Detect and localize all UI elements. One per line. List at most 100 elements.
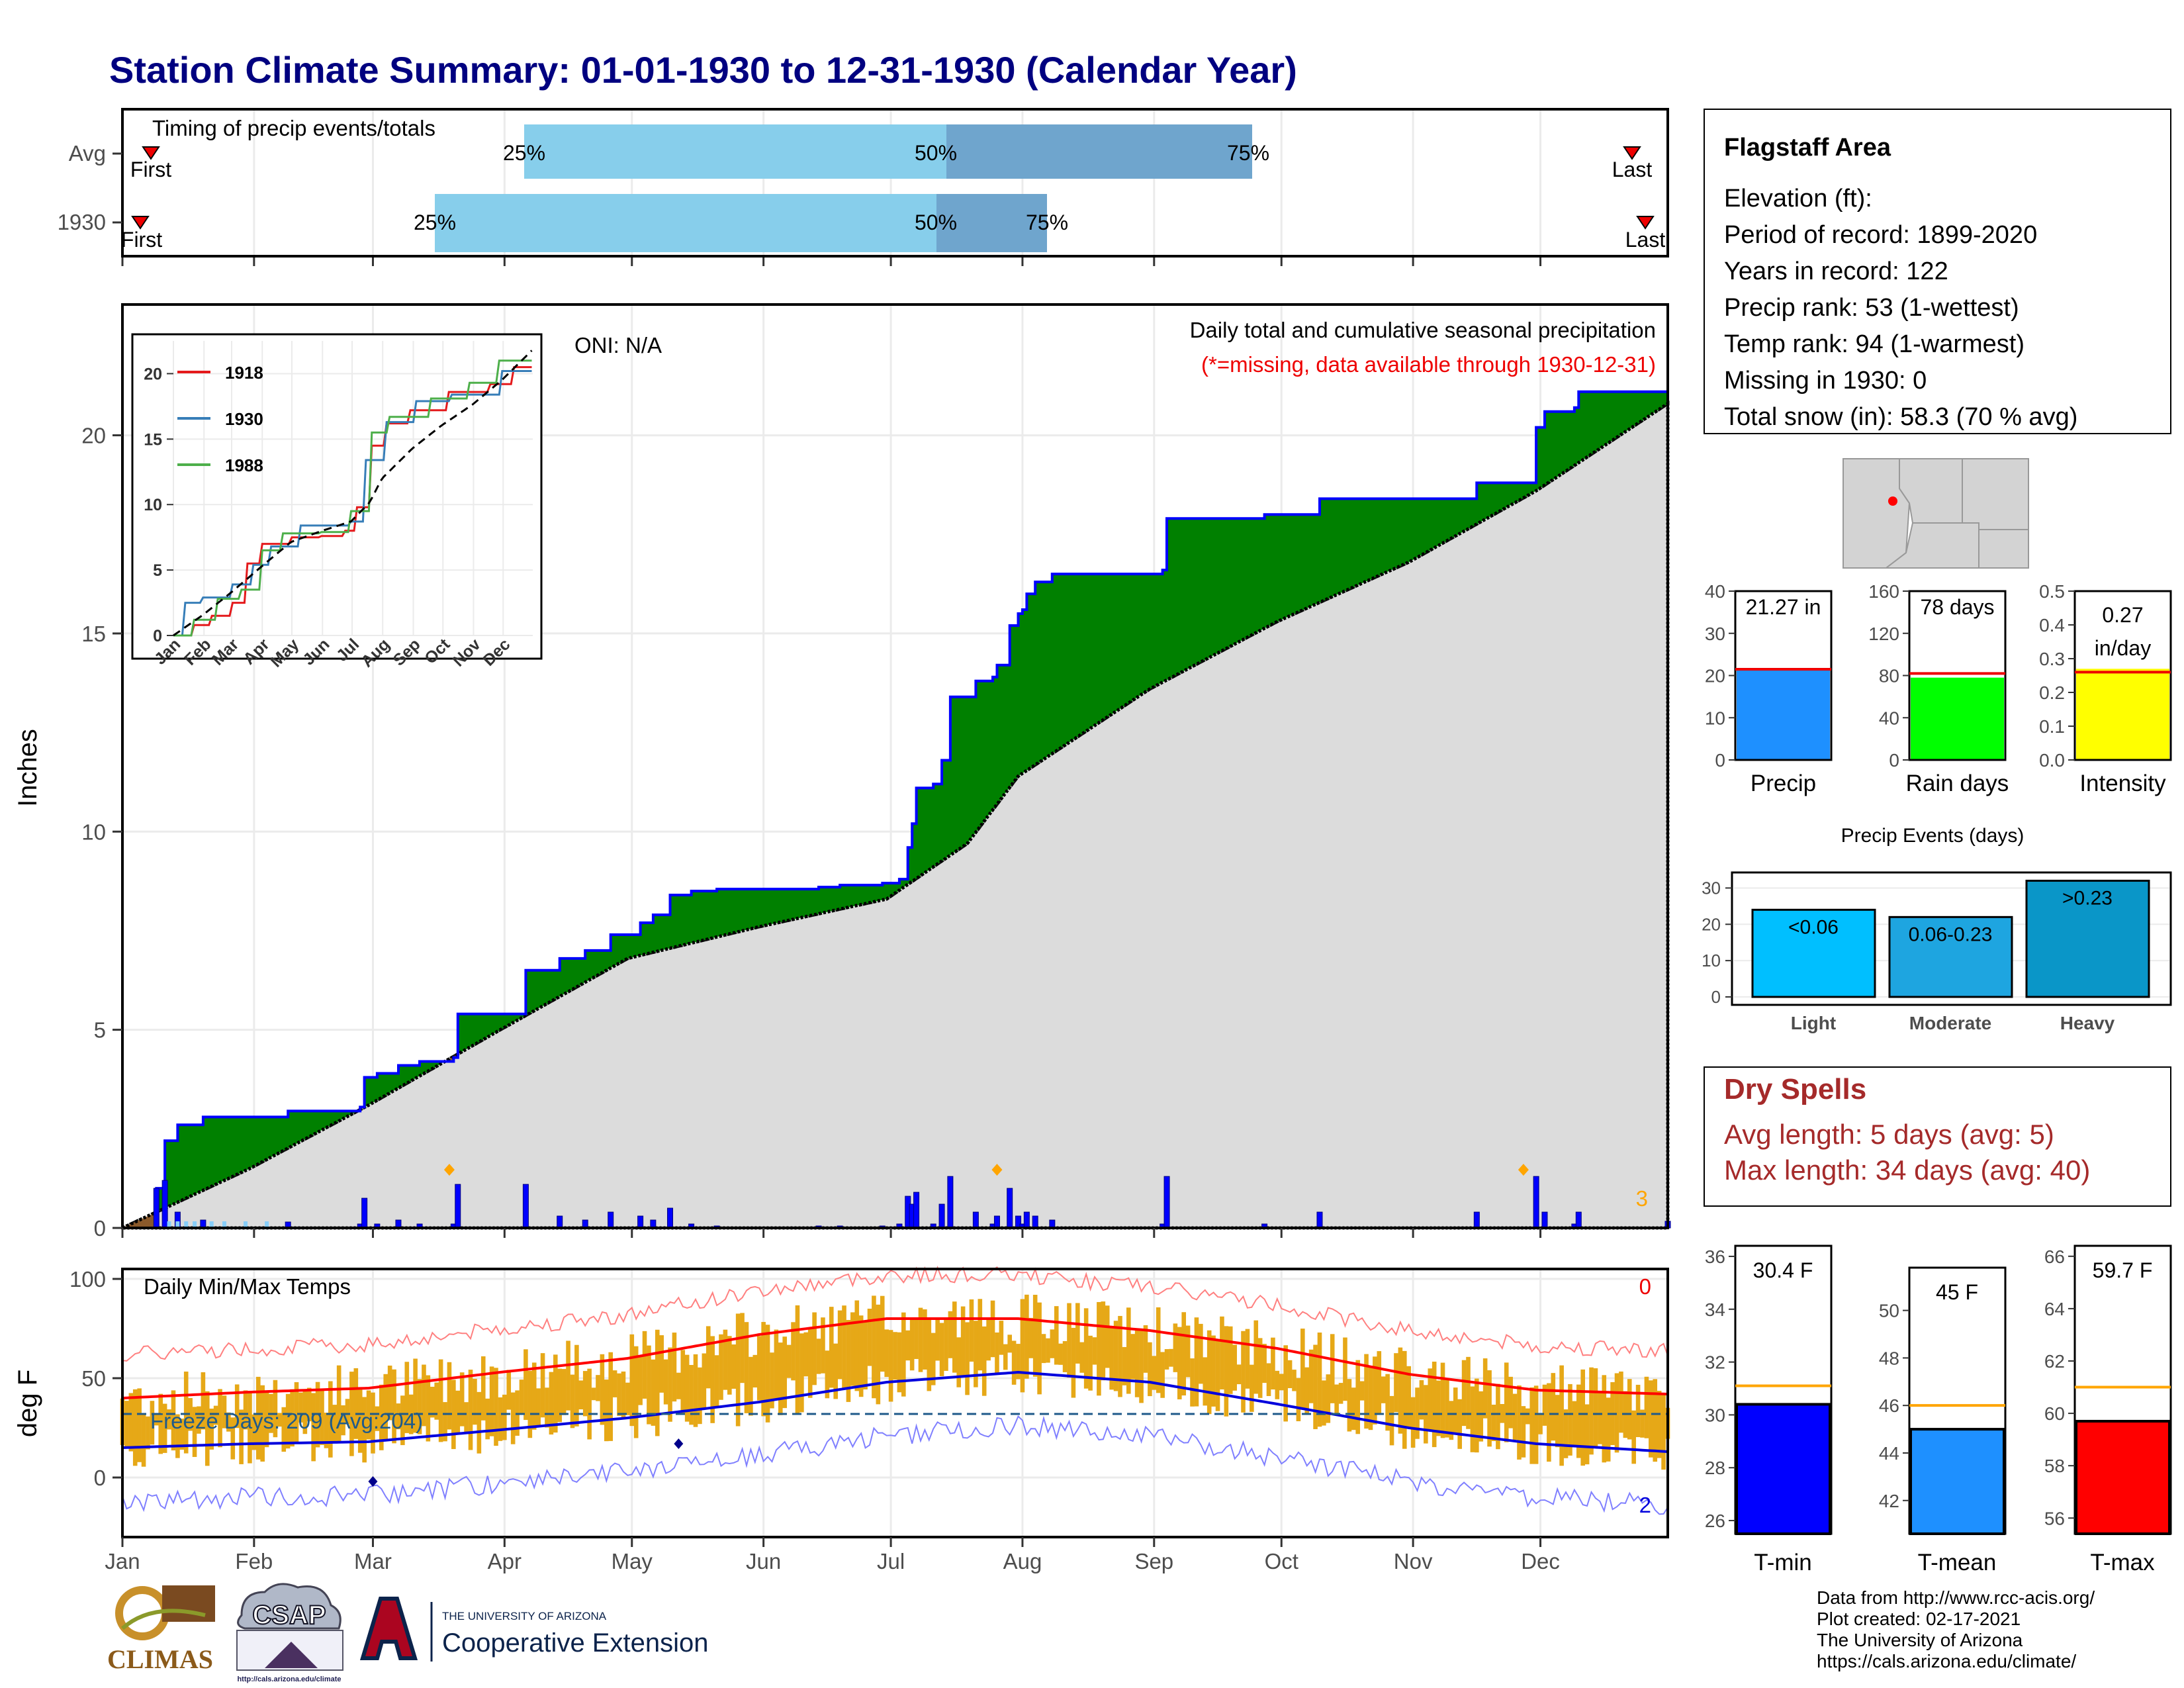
summary-bar-tick: 0.5 — [2039, 581, 2065, 602]
temp-summary-tick: 44 — [1879, 1443, 1899, 1464]
daily-temp-bar — [1547, 1383, 1551, 1462]
daily-temp-bar — [629, 1334, 635, 1427]
daily-temp-bar — [829, 1307, 834, 1388]
daily-temp-bar — [464, 1402, 469, 1434]
daily-temp-bar — [154, 1413, 159, 1426]
daily-temp-bar — [239, 1409, 244, 1464]
dry-spells-avg: Avg length: 5 days (avg: 5) — [1724, 1119, 2054, 1150]
daily-temp-bar — [1644, 1376, 1649, 1438]
daily-temp-bar — [663, 1359, 668, 1405]
daily-temp-bar — [791, 1322, 796, 1381]
daily-temp-bar — [1097, 1301, 1101, 1396]
precip-event-name: Heavy — [2060, 1013, 2115, 1033]
daily-temp-bar — [1308, 1349, 1314, 1403]
daily-temp-bar — [633, 1346, 639, 1438]
daily-temp-bar — [876, 1304, 881, 1405]
daily-temp-bar — [655, 1329, 660, 1436]
temp-summary-tick: 50 — [1879, 1301, 1899, 1321]
daily-temp-bar — [222, 1395, 227, 1429]
daily-temp-bar — [1266, 1363, 1271, 1396]
daily-temp-bar — [459, 1372, 465, 1427]
daily-temp-bar — [1351, 1387, 1356, 1430]
footer-line-2: The University of Arizona — [1817, 1630, 2023, 1650]
daily-temp-bar — [570, 1374, 575, 1429]
daily-temp-bar — [935, 1317, 940, 1361]
daily-temp-bar — [1271, 1337, 1275, 1390]
temp-summary-tick: 46 — [1879, 1395, 1899, 1416]
info-snow: Total snow (in): 58.3 (70 % avg) — [1724, 403, 2077, 431]
daily-temp-bar — [698, 1367, 702, 1425]
daily-temp-bar — [349, 1372, 354, 1456]
daily-temp-bar — [1245, 1329, 1250, 1389]
daily-temp-bar — [561, 1369, 567, 1415]
record-min-line — [122, 1415, 1668, 1515]
daily-temp-bar — [387, 1365, 392, 1421]
daily-temp-bar — [723, 1329, 728, 1390]
daily-temp-bar — [1525, 1408, 1530, 1425]
daily-precip-bar — [913, 1192, 920, 1229]
daily-temp-bar — [1079, 1342, 1085, 1373]
precip-count-label: 3 — [1636, 1186, 1648, 1211]
record-low-marker — [368, 1476, 378, 1487]
daily-temp-bar — [417, 1379, 422, 1434]
daily-precip-bar-light — [175, 1221, 180, 1228]
daily-temp-bar — [981, 1326, 987, 1396]
daily-temp-bar — [1101, 1301, 1106, 1381]
daily-temp-bar — [1058, 1343, 1063, 1365]
daily-temp-bar — [1241, 1331, 1246, 1413]
daily-temp-bar — [375, 1406, 380, 1431]
avg-p25-label: 25% — [503, 141, 545, 165]
annual-summary-bars: 0 10 20 30 40 21.27 in Precip 0 40 80 120 160 78 day… — [1705, 581, 2172, 796]
daily-precip-bar — [1032, 1215, 1038, 1229]
daily-temp-bar — [183, 1371, 189, 1454]
daily-temp-bar — [1635, 1384, 1641, 1438]
locator-map — [1843, 458, 2029, 569]
summary-bar-tick: 40 — [1705, 581, 1725, 602]
summary-bar-value-label: 21.27 in — [1746, 595, 1821, 619]
daily-temp-bar — [1482, 1358, 1488, 1419]
temp-ytick-label: 50 — [81, 1366, 106, 1391]
summary-bar-fill — [1911, 677, 2004, 760]
daily-temp-bar — [578, 1380, 584, 1410]
precip-ytick-label: 20 — [81, 424, 106, 448]
footer: Data from http://www.rcc-acis.org/ Plot … — [1817, 1587, 2095, 1671]
daily-temp-bar — [379, 1384, 384, 1450]
daily-temp-bar — [1317, 1333, 1322, 1427]
daily-temp-bar — [324, 1413, 329, 1448]
inset-average-line — [173, 350, 533, 637]
daily-temp-bar — [1661, 1395, 1666, 1470]
daily-temp-bar — [604, 1380, 609, 1442]
daily-temp-bar — [477, 1391, 482, 1454]
daily-temp-bar — [248, 1392, 252, 1464]
daily-temp-bar — [1032, 1294, 1038, 1377]
daily-temp-bar — [1067, 1303, 1071, 1378]
temp-summary-name: T-mean — [1918, 1550, 1997, 1575]
daily-temp-bar — [396, 1403, 401, 1430]
temp-summary-tick: 34 — [1705, 1299, 1725, 1320]
daily-temp-bar — [1113, 1321, 1118, 1391]
info-missing: Missing in 1930: 0 — [1724, 367, 1927, 395]
precip-markers — [443, 1164, 1529, 1176]
daily-temp-bar — [1046, 1338, 1050, 1363]
daily-temp-bar — [336, 1365, 341, 1442]
daily-temp-bar — [659, 1335, 664, 1393]
daily-temp-bar — [1491, 1404, 1496, 1441]
precip-event-bar — [1751, 908, 1876, 998]
daily-temp-bar — [1496, 1383, 1500, 1450]
daily-precip-bar-light — [167, 1221, 171, 1228]
daily-temp-bar — [1322, 1380, 1326, 1426]
daily-temp-bar — [400, 1395, 405, 1446]
precip-ytick-label: 10 — [81, 820, 106, 844]
daily-temp-bar — [1334, 1384, 1339, 1416]
daily-temp-bar — [850, 1312, 855, 1386]
daily-temp-bar — [1381, 1376, 1386, 1403]
summary-bar-tick: 0.2 — [2039, 682, 2065, 703]
month-label: Dec — [1521, 1549, 1560, 1573]
daily-temp-bar — [1011, 1340, 1017, 1385]
month-label: May — [612, 1549, 653, 1573]
daily-temp-bar — [1262, 1344, 1267, 1383]
daily-temp-bar — [1024, 1294, 1029, 1379]
daily-temp-bar — [1338, 1383, 1343, 1404]
oni-label: ONI: N/A — [574, 333, 662, 357]
daily-temp-bar — [128, 1393, 134, 1452]
